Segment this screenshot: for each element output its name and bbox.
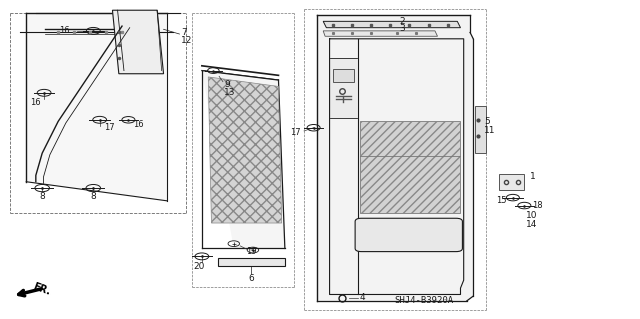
Polygon shape [317, 15, 473, 302]
FancyBboxPatch shape [355, 218, 463, 252]
Text: 6: 6 [248, 274, 254, 283]
Text: 9: 9 [224, 80, 230, 89]
Text: SHJ4-B3920A: SHJ4-B3920A [395, 296, 454, 305]
Text: 16: 16 [59, 26, 70, 35]
Text: 3: 3 [399, 24, 405, 33]
Text: 5: 5 [484, 117, 490, 126]
Polygon shape [208, 77, 282, 223]
Text: 17: 17 [290, 128, 301, 137]
Polygon shape [26, 13, 167, 201]
Text: 10: 10 [525, 211, 537, 219]
Polygon shape [330, 58, 357, 118]
Text: 19: 19 [246, 247, 257, 256]
Text: 14: 14 [525, 220, 537, 229]
Polygon shape [113, 10, 164, 74]
Polygon shape [499, 174, 524, 190]
Text: FR.: FR. [31, 282, 52, 298]
Polygon shape [218, 258, 285, 266]
Text: 7: 7 [180, 28, 186, 37]
Polygon shape [333, 69, 354, 82]
Polygon shape [323, 31, 438, 36]
Text: 13: 13 [224, 88, 236, 97]
Polygon shape [323, 21, 461, 28]
Text: 8: 8 [90, 191, 96, 201]
Text: 8: 8 [39, 191, 45, 201]
Text: 17: 17 [104, 123, 115, 132]
Text: 2: 2 [399, 17, 405, 26]
Text: 16: 16 [31, 98, 41, 107]
Text: 15: 15 [496, 196, 506, 205]
Text: 18: 18 [532, 201, 543, 210]
Text: 4: 4 [360, 293, 365, 302]
Bar [360, 122, 461, 213]
Polygon shape [474, 106, 486, 153]
Polygon shape [202, 70, 285, 249]
Text: 11: 11 [484, 126, 495, 135]
Text: 20: 20 [193, 262, 204, 271]
Text: 16: 16 [134, 120, 144, 129]
Text: 12: 12 [180, 36, 192, 45]
Text: 1: 1 [529, 173, 535, 182]
